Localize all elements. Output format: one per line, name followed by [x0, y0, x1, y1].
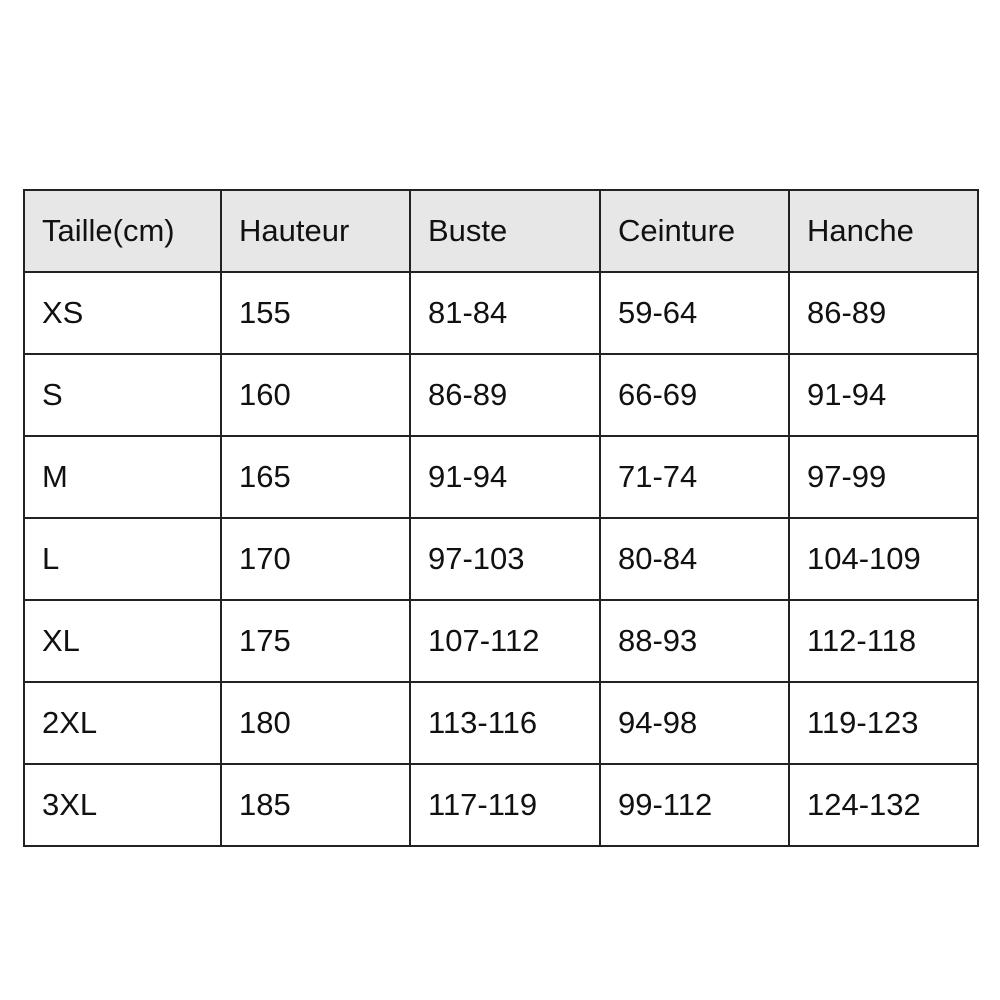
- table-cell: 86-89: [409, 353, 601, 437]
- table-cell: 97-99: [788, 435, 979, 519]
- table-cell: L: [23, 517, 222, 601]
- table-cell: 124-132: [788, 763, 979, 847]
- table-cell: 185: [220, 763, 411, 847]
- table-cell: S: [23, 353, 222, 437]
- size-chart-table: Taille(cm) Hauteur Buste Ceinture Hanche XS 1…: [23, 189, 979, 847]
- header-row: Taille(cm) Hauteur Buste Ceinture Hanche: [23, 189, 979, 273]
- column-header: Ceinture: [599, 189, 790, 273]
- table-row: XS 155 81-84 59-64 86-89: [23, 271, 979, 355]
- table-cell: 66-69: [599, 353, 790, 437]
- column-header: Hanche: [788, 189, 979, 273]
- table-row: M 165 91-94 71-74 97-99: [23, 435, 979, 519]
- table-cell: 119-123: [788, 681, 979, 765]
- table-cell: 88-93: [599, 599, 790, 683]
- table-cell: 99-112: [599, 763, 790, 847]
- table-cell: 175: [220, 599, 411, 683]
- table-row: L 170 97-103 80-84 104-109: [23, 517, 979, 601]
- table-cell: 3XL: [23, 763, 222, 847]
- column-header: Buste: [409, 189, 601, 273]
- table-cell: 165: [220, 435, 411, 519]
- table-cell: 180: [220, 681, 411, 765]
- table-row: 3XL 185 117-119 99-112 124-132: [23, 763, 979, 847]
- table-cell: 104-109: [788, 517, 979, 601]
- table-cell: M: [23, 435, 222, 519]
- table-cell: 59-64: [599, 271, 790, 355]
- table-row: S 160 86-89 66-69 91-94: [23, 353, 979, 437]
- table-cell: 94-98: [599, 681, 790, 765]
- table-cell: 160: [220, 353, 411, 437]
- table-cell: 91-94: [788, 353, 979, 437]
- table-cell: 107-112: [409, 599, 601, 683]
- table-cell: 80-84: [599, 517, 790, 601]
- column-header: Taille(cm): [23, 189, 222, 273]
- table-cell: XS: [23, 271, 222, 355]
- table-cell: 91-94: [409, 435, 601, 519]
- table-cell: 112-118: [788, 599, 979, 683]
- column-header: Hauteur: [220, 189, 411, 273]
- table-cell: 81-84: [409, 271, 601, 355]
- table-cell: 2XL: [23, 681, 222, 765]
- table-cell: XL: [23, 599, 222, 683]
- table-cell: 170: [220, 517, 411, 601]
- table-cell: 113-116: [409, 681, 601, 765]
- table-cell: 155: [220, 271, 411, 355]
- table-cell: 117-119: [409, 763, 601, 847]
- table-row: XL 175 107-112 88-93 112-118: [23, 599, 979, 683]
- table-cell: 97-103: [409, 517, 601, 601]
- table-row: 2XL 180 113-116 94-98 119-123: [23, 681, 979, 765]
- table-cell: 86-89: [788, 271, 979, 355]
- table-cell: 71-74: [599, 435, 790, 519]
